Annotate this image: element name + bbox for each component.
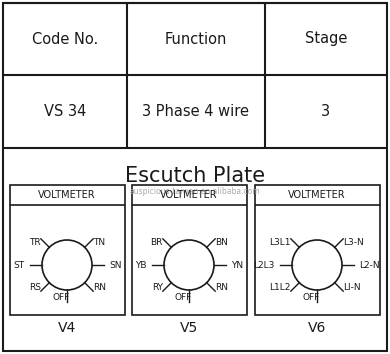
Text: VOLTMETER: VOLTMETER xyxy=(288,190,346,200)
Text: TN: TN xyxy=(93,238,105,247)
Text: RN: RN xyxy=(93,282,106,292)
Text: Function: Function xyxy=(165,32,227,46)
Text: V4: V4 xyxy=(58,321,76,335)
Text: VOLTMETER: VOLTMETER xyxy=(38,190,96,200)
Text: LI-N: LI-N xyxy=(343,282,361,292)
Text: VS 34: VS 34 xyxy=(44,104,86,119)
Text: auspicious-taiwan.en.alibaba.com: auspicious-taiwan.en.alibaba.com xyxy=(130,188,260,196)
Text: 3 Phase 4 wire: 3 Phase 4 wire xyxy=(142,104,250,119)
Text: V6: V6 xyxy=(308,321,326,335)
Text: YN: YN xyxy=(231,261,243,269)
Text: BN: BN xyxy=(215,238,228,247)
Text: Code No.: Code No. xyxy=(32,32,98,46)
Text: L1L2: L1L2 xyxy=(269,282,291,292)
Text: L2-N: L2-N xyxy=(359,261,379,269)
Text: L3L1: L3L1 xyxy=(269,238,291,247)
Text: YB: YB xyxy=(135,261,147,269)
Text: V5: V5 xyxy=(180,321,198,335)
Text: OFF: OFF xyxy=(302,293,320,302)
Text: ST: ST xyxy=(14,261,25,269)
Text: Stage: Stage xyxy=(305,32,347,46)
Text: VOLTMETER: VOLTMETER xyxy=(160,190,218,200)
Bar xyxy=(255,185,380,315)
Text: OFF: OFF xyxy=(174,293,191,302)
Text: L3-N: L3-N xyxy=(343,238,364,247)
Text: OFF: OFF xyxy=(52,293,70,302)
Text: TR: TR xyxy=(29,238,41,247)
Text: 3: 3 xyxy=(321,104,331,119)
Text: SN: SN xyxy=(109,261,122,269)
Text: Escutch Plate: Escutch Plate xyxy=(125,166,265,186)
Text: RN: RN xyxy=(215,282,228,292)
Bar xyxy=(132,185,247,315)
Text: BR: BR xyxy=(151,238,163,247)
Bar xyxy=(10,185,125,315)
Text: L2L3: L2L3 xyxy=(254,261,275,269)
Text: RY: RY xyxy=(152,282,163,292)
Text: RS: RS xyxy=(29,282,41,292)
